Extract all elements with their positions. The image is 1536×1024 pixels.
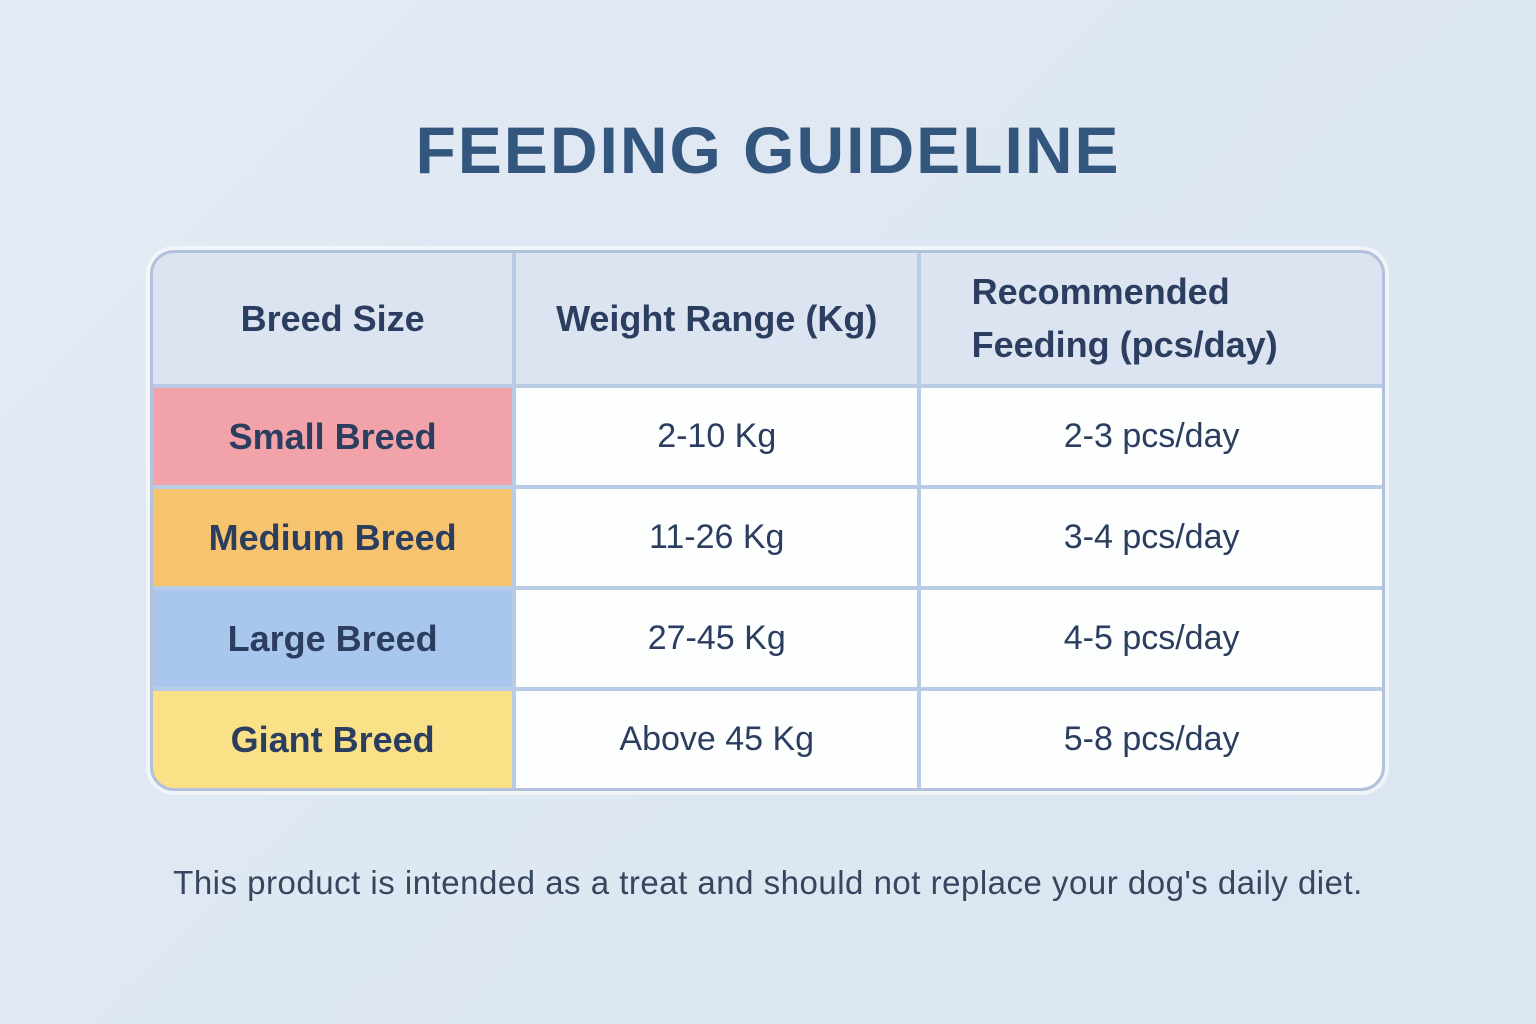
feeding-cell-medium: 3-4 pcs/day	[921, 489, 1382, 586]
feeding-cell-large: 4-5 pcs/day	[921, 590, 1382, 687]
page-title: FEEDING GUIDELINE	[415, 113, 1121, 187]
breed-cell-giant: Giant Breed	[153, 691, 513, 788]
feeding-cell-giant: 5-8 pcs/day	[921, 691, 1382, 788]
feeding-value: 2-3 pcs/day	[1063, 417, 1240, 455]
feeding-value: 4-5 pcs/day	[1063, 619, 1240, 657]
feeding-cell-small: 2-3 pcs/day	[921, 388, 1382, 485]
weight-value: 11-26 Kg	[649, 518, 785, 556]
breed-label: Medium Breed	[208, 516, 457, 558]
footer-note: This product is intended as a treat and …	[173, 864, 1363, 901]
feeding-value: 3-4 pcs/day	[1063, 518, 1240, 556]
breed-label: Small Breed	[228, 415, 437, 457]
feeding-guideline-table: Breed Size Weight Range (Kg) Recommended…	[150, 250, 1385, 791]
header-breed-size: Breed Size	[153, 253, 513, 384]
breed-label: Large Breed	[227, 617, 438, 659]
header-recommended-feeding-label: Recommended Feeding (pcs/day)	[971, 271, 1278, 365]
weight-value: 27-45 Kg	[647, 619, 786, 657]
header-breed-size-label: Breed Size	[240, 297, 425, 339]
feeding-value: 5-8 pcs/day	[1063, 720, 1240, 758]
weight-cell-giant: Above 45 Kg	[516, 691, 918, 788]
header-weight-range: Weight Range (Kg)	[516, 253, 918, 384]
weight-cell-small: 2-10 Kg	[516, 388, 918, 485]
header-weight-range-label: Weight Range (Kg)	[556, 297, 878, 339]
weight-value: Above 45 Kg	[619, 720, 815, 758]
header-recommended-feeding: Recommended Feeding (pcs/day)	[921, 253, 1382, 384]
breed-label: Giant Breed	[230, 718, 435, 760]
weight-value: 2-10 Kg	[657, 417, 777, 455]
breed-cell-large: Large Breed	[153, 590, 513, 687]
breed-cell-medium: Medium Breed	[153, 489, 513, 586]
breed-cell-small: Small Breed	[153, 388, 513, 485]
weight-cell-medium: 11-26 Kg	[516, 489, 918, 586]
weight-cell-large: 27-45 Kg	[516, 590, 918, 687]
